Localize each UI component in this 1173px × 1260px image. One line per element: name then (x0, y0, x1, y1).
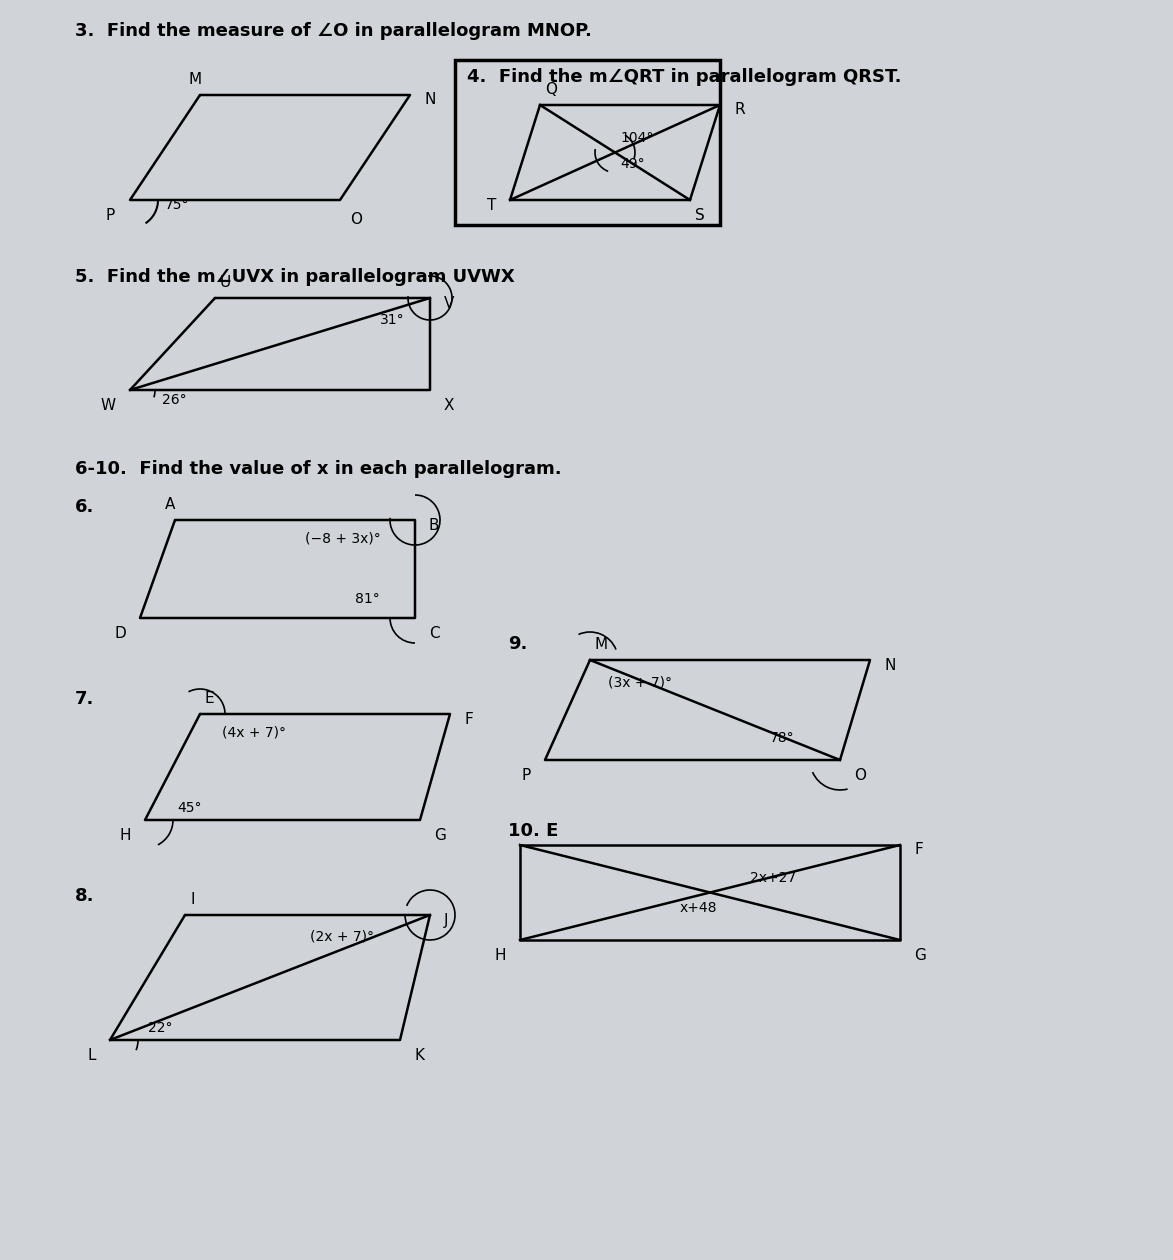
Text: 104°: 104° (621, 131, 653, 145)
Text: L: L (88, 1048, 96, 1063)
Text: 49°: 49° (621, 156, 645, 170)
Text: 8.: 8. (75, 887, 95, 905)
Text: G: G (914, 948, 925, 963)
Text: 3.  Find the measure of ∠O in parallelogram MNOP.: 3. Find the measure of ∠O in parallelogr… (75, 21, 592, 40)
Text: (−8 + 3x)°: (−8 + 3x)° (305, 532, 381, 546)
Text: 9.: 9. (508, 635, 528, 653)
Text: 81°: 81° (355, 592, 380, 606)
Text: J: J (445, 912, 448, 927)
Text: (2x + 7)°: (2x + 7)° (310, 930, 374, 944)
Text: W: W (101, 398, 116, 413)
Text: I: I (190, 892, 195, 907)
Text: 31°: 31° (380, 312, 405, 328)
Text: B: B (429, 518, 440, 533)
Text: 78°: 78° (769, 731, 794, 745)
Text: O: O (854, 769, 866, 782)
Text: P: P (522, 769, 531, 782)
Text: 2x+27: 2x+27 (750, 871, 796, 885)
Text: O: O (350, 212, 362, 227)
Text: 5.  Find the m∠UVX in parallelogram UVWX: 5. Find the m∠UVX in parallelogram UVWX (75, 268, 515, 286)
Text: U: U (221, 275, 231, 290)
Text: H: H (120, 828, 131, 843)
Text: S: S (694, 208, 705, 223)
Text: 75°: 75° (165, 198, 190, 212)
Text: Q: Q (545, 82, 557, 97)
Text: 26°: 26° (162, 393, 187, 407)
Bar (455, 60, 720, 226)
Text: F: F (914, 843, 923, 858)
Text: R: R (734, 102, 745, 117)
Text: M: M (189, 72, 202, 87)
Text: 22°: 22° (148, 1021, 172, 1034)
Text: E: E (205, 690, 215, 706)
Text: 4.  Find the m∠QRT in parallelogram QRST.: 4. Find the m∠QRT in parallelogram QRST. (467, 68, 902, 86)
Text: D: D (114, 626, 126, 641)
Text: T: T (487, 198, 496, 213)
Text: 10. E: 10. E (508, 822, 558, 840)
Text: X: X (445, 398, 454, 413)
Text: 6-10.  Find the value of x in each parallelogram.: 6-10. Find the value of x in each parall… (75, 460, 562, 478)
Text: N: N (884, 658, 895, 673)
Text: A: A (165, 496, 175, 512)
Text: P: P (106, 208, 115, 223)
Text: x+48: x+48 (680, 901, 718, 915)
Text: K: K (414, 1048, 423, 1063)
Text: F: F (465, 712, 473, 727)
Text: 7.: 7. (75, 690, 94, 708)
Text: V: V (445, 296, 454, 310)
Text: 45°: 45° (177, 801, 202, 815)
Text: G: G (434, 828, 446, 843)
Text: 6.: 6. (75, 498, 94, 517)
Text: (4x + 7)°: (4x + 7)° (222, 726, 286, 740)
Text: H: H (495, 948, 506, 963)
Text: M: M (595, 638, 608, 651)
Text: C: C (429, 626, 440, 641)
Text: (3x + 7)°: (3x + 7)° (608, 675, 672, 689)
Text: N: N (425, 92, 436, 107)
